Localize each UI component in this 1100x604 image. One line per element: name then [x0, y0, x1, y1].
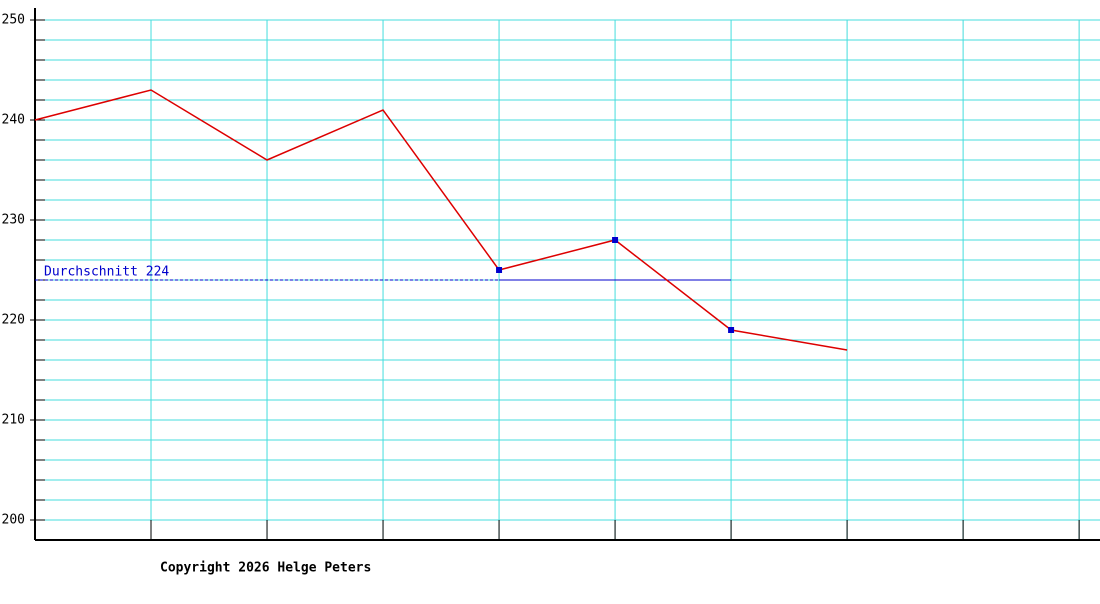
footer: Copyright 2026 Helge Peters	[160, 561, 371, 576]
y-tick-label: 220	[2, 313, 25, 328]
y-tick-label: 240	[2, 113, 25, 128]
y-tick-label: 250	[2, 13, 25, 28]
point-marker	[728, 327, 735, 333]
average-label: Durchschnitt 224	[44, 265, 169, 280]
point-marker	[496, 267, 503, 273]
point-marker	[612, 237, 619, 243]
y-tick-label: 210	[2, 413, 25, 428]
data-line	[34, 89, 848, 351]
y-tick-label: 230	[2, 213, 25, 228]
y-tick-label: 200	[2, 513, 25, 528]
